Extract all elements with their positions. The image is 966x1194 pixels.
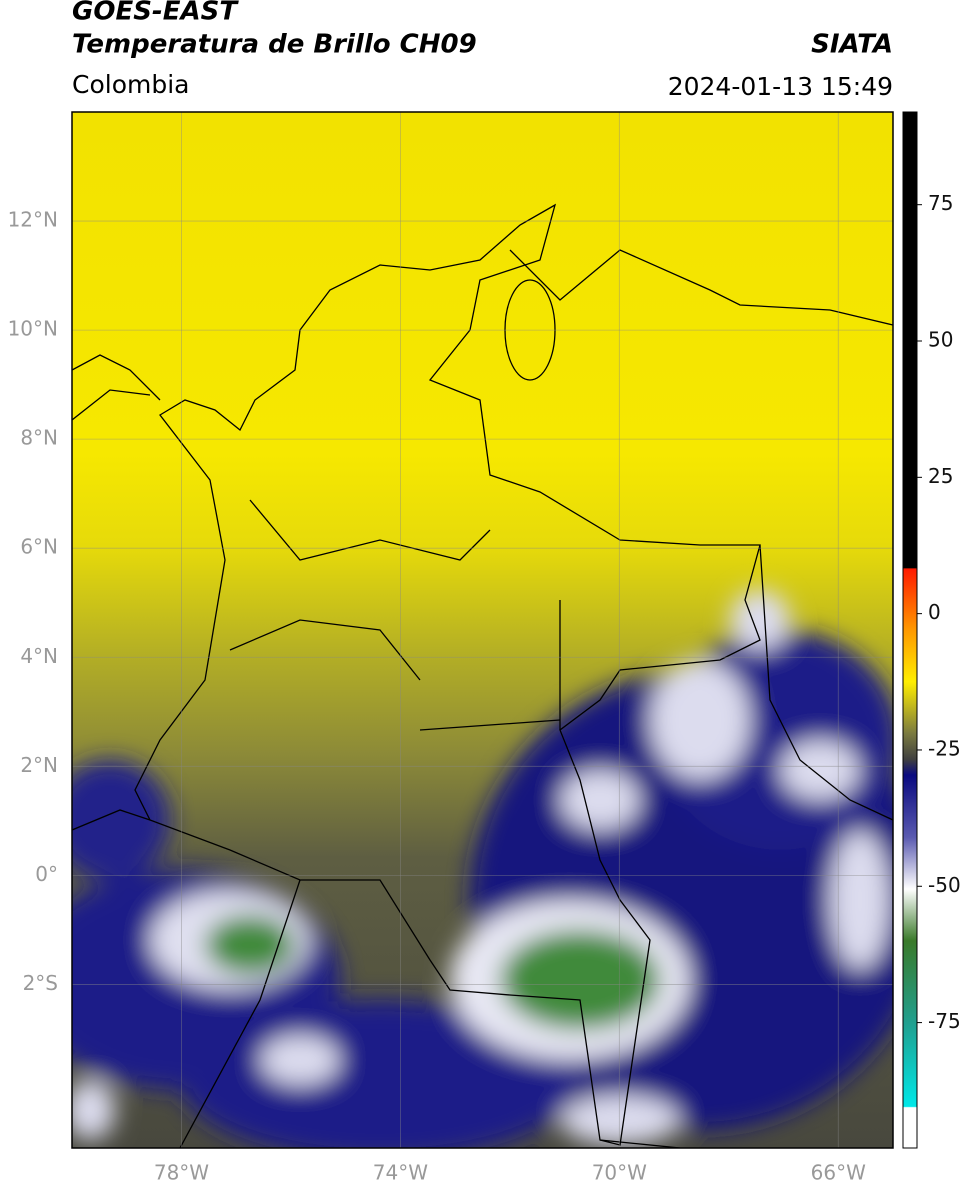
lat-tick-label: 0°	[35, 862, 58, 886]
lon-tick-label: 78°W	[154, 1161, 209, 1185]
cloud-field	[72, 590, 893, 1148]
subtitle: Temperatura de Brillo CH09	[72, 30, 477, 60]
colorbar-tick-label: 50	[928, 328, 953, 352]
lat-tick-label: 12°N	[8, 208, 58, 232]
lat-tick-label: 8°N	[20, 426, 58, 450]
lon-tick-label: 70°W	[592, 1161, 647, 1185]
timestamp: 2024-01-13 15:49	[668, 72, 893, 101]
colorbar-tick-label: -75	[928, 1009, 961, 1033]
colorbar	[902, 111, 918, 1149]
colorbar-tick-label: -25	[928, 736, 961, 760]
colorbar-tick-label: 0	[928, 600, 941, 624]
lat-tick-label: 10°N	[8, 317, 58, 341]
colorbar-tick-label: 75	[928, 191, 953, 215]
map-frame	[71, 111, 894, 1149]
lat-tick-label: 2°N	[20, 753, 58, 777]
boundaries	[72, 203, 893, 1148]
lon-tick-label: 74°W	[373, 1161, 428, 1185]
region: Colombia	[72, 70, 189, 99]
title: GOES-EAST	[72, 0, 239, 27]
lat-tick-label: 6°N	[20, 535, 58, 559]
satellite-image	[72, 112, 893, 1148]
lat-tick-label: 4°N	[20, 644, 58, 668]
lon-tick-label: 66°W	[811, 1161, 866, 1185]
colorbar-tick-label: 25	[928, 464, 953, 488]
brand: SIATA	[811, 30, 893, 60]
colorbar-tick-label: -50	[928, 873, 961, 897]
lat-tick-label: 2°S	[23, 971, 58, 995]
